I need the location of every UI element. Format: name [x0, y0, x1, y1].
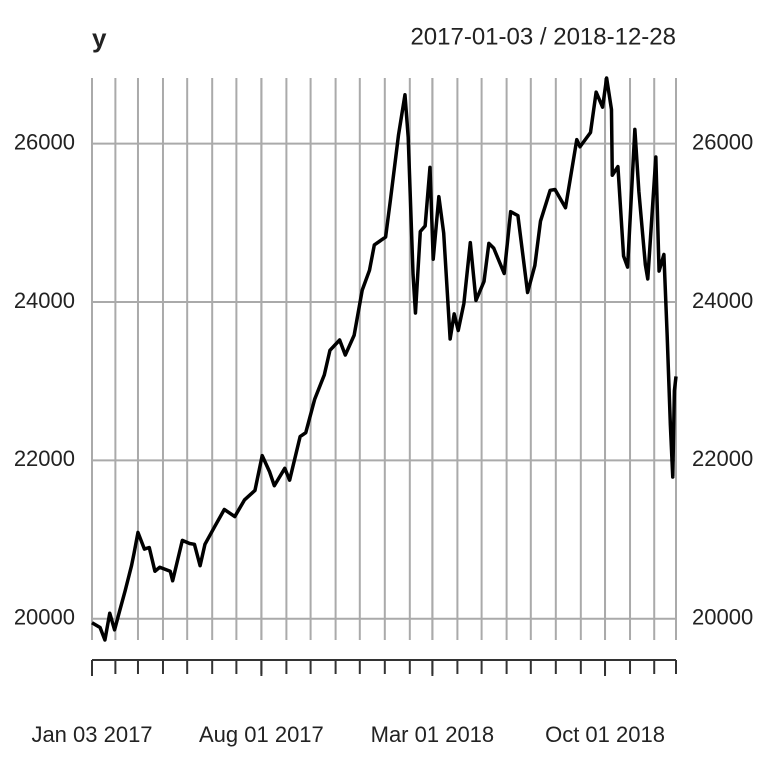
y-tick-label: 22000: [14, 446, 75, 471]
y-tick-label-right: 20000: [692, 605, 753, 630]
chart-subtitle: 2017-01-03 / 2018-12-28: [410, 23, 676, 50]
x-tick-label: Jan 03 2017: [31, 722, 152, 747]
y-tick-label: 20000: [14, 605, 75, 630]
x-tick-label: Oct 01 2018: [545, 722, 665, 747]
y-tick-label: 24000: [14, 288, 75, 313]
y-tick-label: 26000: [14, 129, 75, 154]
y-tick-label-right: 26000: [692, 129, 753, 154]
y-tick-label-right: 24000: [692, 288, 753, 313]
y-tick-label-right: 22000: [692, 446, 753, 471]
chart-title: y: [92, 23, 107, 53]
x-tick-label: Mar 01 2018: [371, 722, 495, 747]
line: [91, 76, 678, 642]
x-tick-label: Aug 01 2017: [199, 722, 324, 747]
